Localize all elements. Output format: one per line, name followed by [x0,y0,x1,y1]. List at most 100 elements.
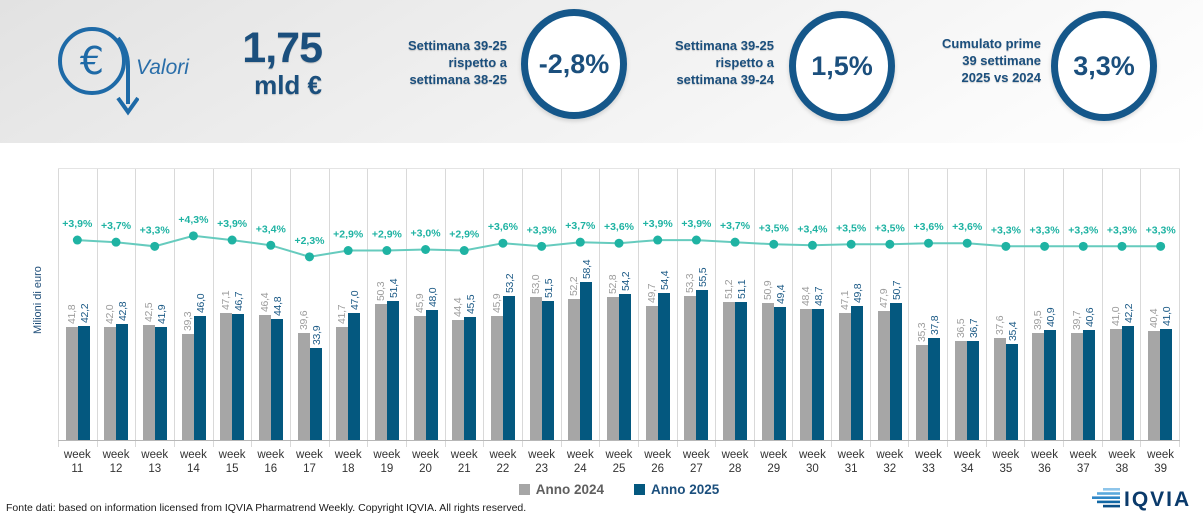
bar-anno-2024 [1070,333,1083,440]
bar-anno-2025 [155,327,168,440]
plot-area: 41,8 42,2 42,0 42,8 42,5 41,9 39,3 46,0 47,1 46,7… [58,168,1181,441]
bar-anno-2024 [220,313,233,440]
chart-column: 52,8 54,2 [600,169,639,440]
bar-value-label: 50,9 [761,280,774,300]
axis-tick [1025,440,1065,447]
bar-value-label: 42,0 [104,304,117,324]
axis-tick [368,440,407,447]
bar-anno-2025 [116,324,129,440]
bar-anno-2024 [259,315,272,440]
bar-value-label: 41,8 [65,304,78,324]
iqvia-logo: IQVIA [1092,488,1189,511]
bar-anno-2024 [761,303,774,440]
bar-anno-2025 [1121,326,1134,440]
week-label: week 36 [1031,449,1058,475]
bar-anno-2024 [722,302,735,440]
bar-value-label: 51,2 [722,279,735,299]
axis-tick [330,440,369,447]
bar-value-label: 48,7 [813,286,826,306]
bar-value-label: 47,1 [220,290,233,310]
chart-column: 35,3 37,8 [909,169,949,440]
bar-anno-2025 [271,319,284,440]
bar-anno-2025 [966,341,979,440]
chart-column: 50,3 51,4 [368,169,407,440]
chart-column: 45,9 48,0 [407,169,446,440]
bar-value-label: 46,4 [259,292,272,312]
bar-value-label: 37,6 [993,315,1006,335]
bar-anno-2024 [684,296,697,440]
bar-anno-2024 [336,327,349,440]
bar-value-label: 54,2 [620,271,633,291]
axis-tick [562,440,601,447]
week-label: week 32 [876,449,904,475]
axis-tick [639,440,678,447]
kpi-circle-week-vs-prev-week: -2,8% [521,9,627,119]
bar-value-label: 45,9 [413,293,426,313]
week-label: week 35 [992,449,1020,475]
week-label: week 14 [179,449,207,475]
kpi-label-week-vs-prev-week: Settimana 39-25 rispetto a settimana 38-… [408,38,507,87]
chart-column: 40,4 41,0 [1141,169,1181,440]
bar-anno-2025 [619,294,632,440]
gridline-columns: 41,8 42,2 42,0 42,8 42,5 41,9 39,3 46,0 47,1 46,7… [58,169,1181,440]
week-label: week 24 [566,449,594,475]
bar-anno-2025 [696,290,709,440]
chart-column: 47,1 46,7 [214,169,253,440]
kpi-value: 1,5% [811,50,873,81]
axis-tick [909,440,949,447]
bar-anno-2024 [143,325,156,440]
legend-label-2025: Anno 2025 [651,482,720,497]
kpi-label-week-vs-prev-year: Settimana 39-25 rispetto a settimana 39-… [675,38,774,87]
bar-anno-2024 [877,311,890,440]
axis-tick [948,440,987,447]
bar-value-label: 53,2 [504,273,517,293]
bar-anno-2024 [838,313,851,440]
chart-column: 45,9 53,2 [484,169,523,440]
bar-value-label: 48,0 [426,287,439,307]
header-band: € Valori 1,75 mld € Settimana 39-25 risp… [0,0,1203,143]
bar-value-label: 41,0 [1109,306,1122,326]
legend-item-2024: Anno 2024 [518,482,604,497]
chart-column: 36,5 36,7 [948,169,987,440]
bar-value-label: 51,4 [388,278,401,298]
chart-column: 39,7 40,6 [1064,169,1103,440]
chart-column: 53,3 55,5 [678,169,717,440]
bar-anno-2025 [503,296,516,440]
week-label: week 39 [1147,449,1175,475]
x-axis-line [58,440,1180,441]
axis-tick [1103,440,1142,447]
bar-value-label: 51,1 [735,279,748,299]
bar-anno-2025 [812,309,825,440]
legend-label-2024: Anno 2024 [535,482,604,497]
chart-column: 42,5 41,9 [136,169,175,440]
bar-anno-2025 [309,348,322,440]
bar-value-label: 41,0 [1161,306,1174,326]
axis-tick [136,440,175,447]
bar-value-label: 49,4 [774,284,787,304]
bar-anno-2024 [800,309,813,440]
bar-anno-2024 [491,316,504,440]
bar-anno-2024 [1109,329,1122,440]
kpi-label-cumulative: Cumulato prime 39 settimane 2025 vs 2024 [942,36,1041,85]
bar-anno-2025 [1044,330,1057,440]
chart-column: 50,9 49,4 [755,169,794,440]
legend: Anno 2024 Anno 2025 [58,482,1180,497]
svg-text:€: € [80,39,104,83]
kpi-value: 3,3% [1073,50,1135,81]
bar-value-label: 42,5 [143,302,156,322]
header-icon-label: Valori [136,56,189,79]
bar-value-label: 36,5 [954,318,967,338]
bar-value-label: 52,8 [607,274,620,294]
week-label: week 31 [837,449,865,475]
legend-marker-2025 [634,484,645,495]
bar-anno-2024 [529,297,542,440]
axis-ticks [58,440,1181,447]
bar-anno-2024 [645,306,658,440]
week-label: week 13 [141,449,169,475]
euro-value-down-icon: € [58,27,139,116]
week-label: week 28 [721,449,749,475]
axis-tick [716,440,755,447]
bar-value-label: 39,7 [1070,310,1083,330]
bar-anno-2025 [77,326,90,440]
